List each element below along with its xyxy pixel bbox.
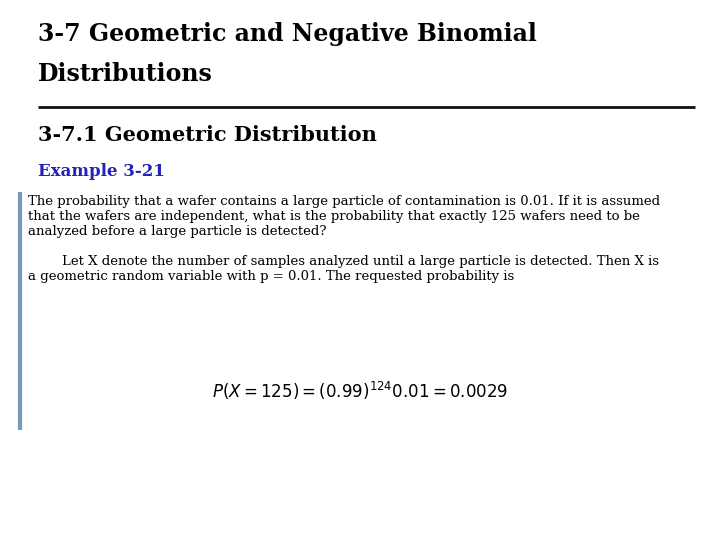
Text: $P(X = 125) = (0.99)^{124}0.01 = 0.0029$: $P(X = 125) = (0.99)^{124}0.01 = 0.0029$ (212, 380, 508, 402)
Text: analyzed before a large particle is detected?: analyzed before a large particle is dete… (28, 225, 326, 238)
Text: a geometric random variable with p = 0.01. The requested probability is: a geometric random variable with p = 0.0… (28, 270, 514, 283)
Text: 3-7 Geometric and Negative Binomial: 3-7 Geometric and Negative Binomial (38, 22, 537, 46)
Text: that the wafers are independent, what is the probability that exactly 125 wafers: that the wafers are independent, what is… (28, 210, 640, 223)
Text: Distributions: Distributions (38, 62, 213, 86)
Text: The probability that a wafer contains a large particle of contamination is 0.01.: The probability that a wafer contains a … (28, 195, 660, 208)
Text: Let X denote the number of samples analyzed until a large particle is detected. : Let X denote the number of samples analy… (28, 255, 659, 268)
Text: Example 3-21: Example 3-21 (38, 163, 165, 180)
Text: 3-7.1 Geometric Distribution: 3-7.1 Geometric Distribution (38, 125, 377, 145)
